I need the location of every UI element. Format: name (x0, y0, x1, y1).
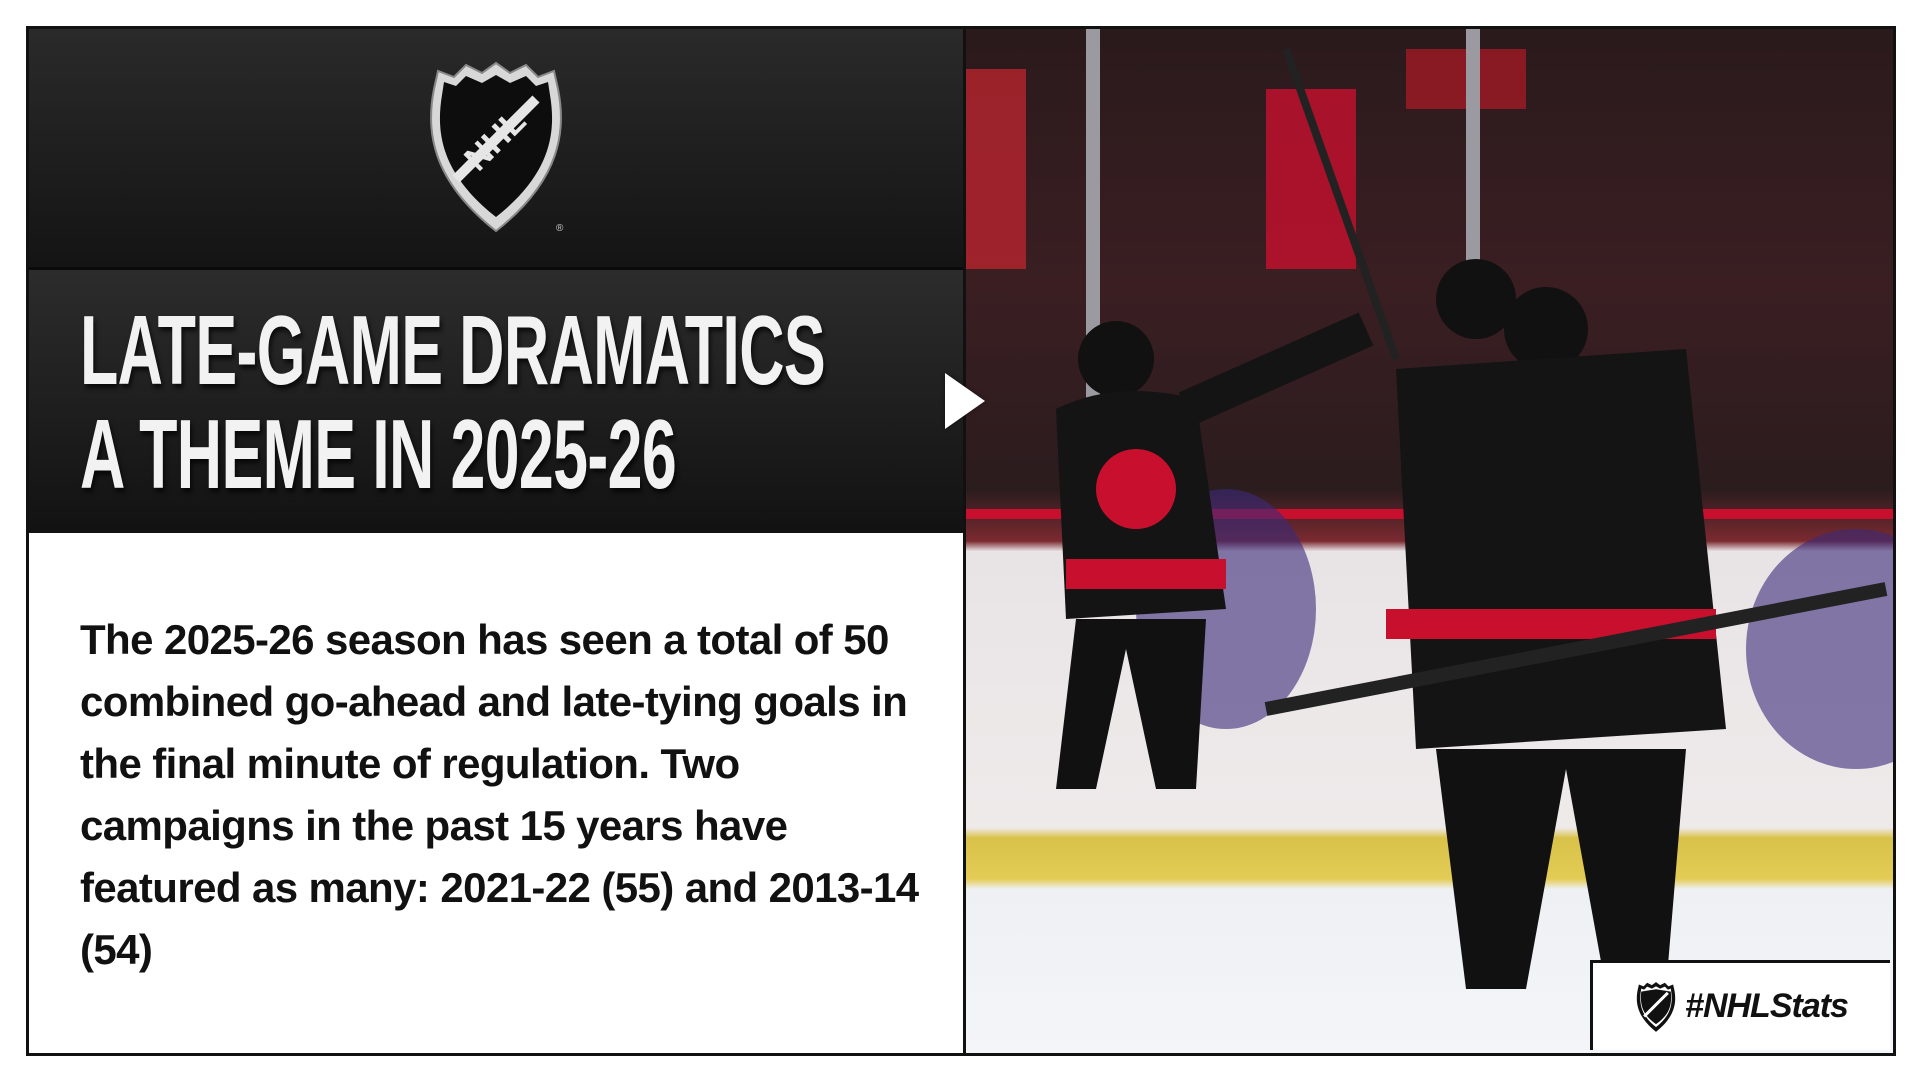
hockey-celebration-photo (966, 29, 1893, 1053)
headline-line-2: A THEME IN 2025-26 (80, 399, 677, 509)
stat-paragraph: The 2025-26 season has seen a total of 5… (80, 616, 919, 973)
play-icon[interactable] (945, 373, 985, 429)
logo-band: NHL ® (29, 29, 963, 270)
divider (963, 29, 966, 1053)
text-panel: NHL ® LATE-GAME DRAMATICS A THEME IN 202… (29, 29, 963, 1053)
title-band: LATE-GAME DRAMATICS A THEME IN 2025-26 (29, 270, 963, 533)
nhl-mini-logo (1636, 981, 1676, 1032)
photo-illustration (966, 29, 1893, 989)
svg-text:®: ® (556, 223, 564, 234)
nhl-logo: NHL ® (430, 61, 564, 234)
headline-line-1: LATE-GAME DRAMATICS (80, 295, 826, 405)
hashtag-text: #NHLStats (1685, 987, 1849, 1025)
graphic-frame: NHL ® LATE-GAME DRAMATICS A THEME IN 202… (26, 26, 1896, 1056)
player-left (1056, 312, 1374, 789)
players-right (1264, 47, 1888, 989)
nhlstats-badge: #NHLStats (1590, 960, 1890, 1050)
headline: LATE-GAME DRAMATICS A THEME IN 2025-26 (80, 295, 826, 509)
